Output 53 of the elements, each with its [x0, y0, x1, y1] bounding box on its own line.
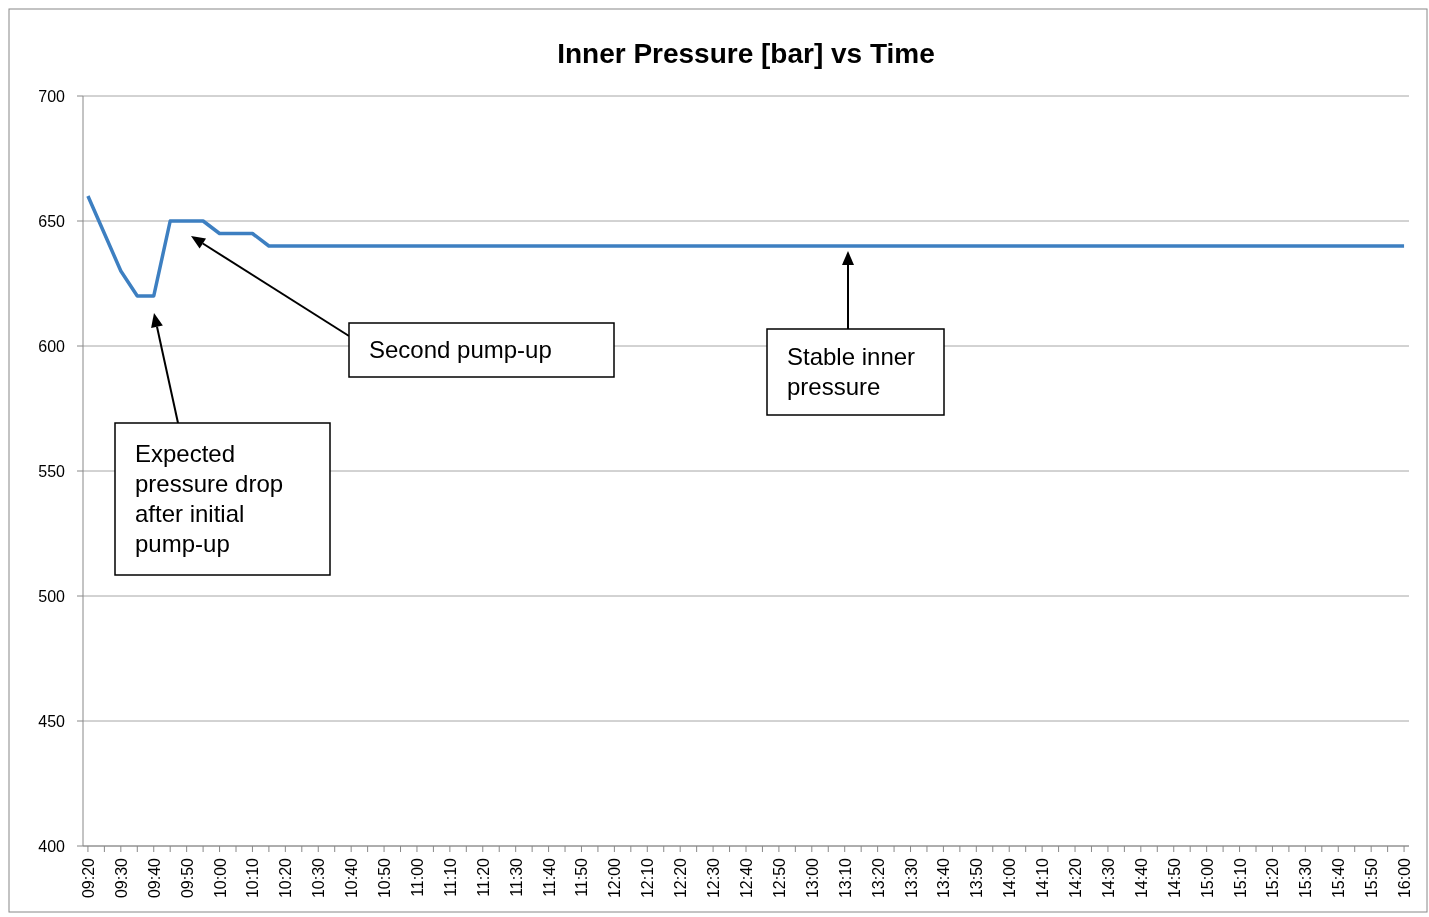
annotation: Stable inner pressure	[787, 343, 916, 400]
x-tick-label: 11:00	[408, 857, 426, 897]
annotation: Second pump-up	[369, 336, 552, 363]
x-tick-label: 10:40	[343, 857, 361, 899]
x-tick-label: 14:20	[1067, 857, 1085, 899]
y-tick-label: 600	[38, 338, 66, 355]
x-tick-label: 12:10	[639, 857, 657, 899]
annotation: Expected pressure drop after initial pump-up	[135, 440, 284, 557]
x-tick-label: 15:00	[1198, 857, 1216, 899]
x-tick-label: 15:50	[1363, 857, 1381, 899]
x-tick-label: 13:00	[803, 857, 821, 899]
x-tick-label: 09:20	[79, 857, 97, 899]
x-tick-label: 15:10	[1231, 857, 1249, 899]
x-tick-label: 10:10	[244, 857, 262, 899]
x-tick-label: 09:30	[112, 857, 130, 899]
x-tick-label: 09:40	[145, 857, 163, 899]
x-tick-label: 11:30	[507, 857, 525, 897]
y-tick-label: 550	[38, 463, 66, 480]
y-tick-label: 700	[38, 88, 66, 105]
x-tick-label: 10:20	[277, 857, 295, 899]
x-tick-label: 14:40	[1132, 857, 1150, 899]
y-tick-label: 400	[38, 838, 66, 855]
x-tick-label: 13:30	[902, 857, 920, 899]
x-tick-label: 13:20	[869, 857, 887, 899]
x-tick-label: 14:00	[1001, 857, 1019, 899]
x-tick-label: 12:30	[705, 857, 723, 899]
y-tick-label: 650	[38, 213, 66, 230]
x-tick-label: 12:20	[672, 857, 690, 899]
x-tick-label: 11:40	[540, 857, 558, 897]
x-tick-label: 15:30	[1297, 857, 1315, 899]
chart-title: Inner Pressure [bar] vs Time	[557, 38, 935, 69]
x-tick-label: 12:00	[606, 857, 624, 899]
y-tick-label: 450	[38, 713, 66, 730]
x-tick-label: 12:40	[738, 857, 755, 899]
x-tick-label: 16:00	[1396, 857, 1414, 899]
x-tick-label: 14:50	[1165, 857, 1183, 899]
x-tick-label: 13:50	[968, 857, 986, 899]
x-tick-label: 13:40	[935, 857, 953, 899]
x-tick-label: 15:40	[1330, 857, 1348, 899]
x-tick-label: 10:30	[310, 857, 328, 899]
x-tick-label: 10:00	[211, 857, 229, 899]
x-tick-label: 10:50	[376, 857, 394, 899]
x-tick-label: 13:10	[836, 857, 854, 899]
x-tick-label: 12:50	[770, 857, 788, 899]
y-tick-label: 500	[38, 588, 66, 605]
x-tick-label: 11:20	[474, 857, 492, 897]
x-tick-label: 15:20	[1264, 857, 1282, 899]
x-tick-label: 11:50	[573, 857, 591, 897]
x-tick-label: 11:10	[441, 857, 459, 897]
x-tick-label: 14:10	[1034, 857, 1052, 899]
line-series	[86, 194, 1406, 298]
x-tick-label: 09:50	[178, 857, 196, 899]
x-tick-label: 14:30	[1099, 857, 1117, 899]
